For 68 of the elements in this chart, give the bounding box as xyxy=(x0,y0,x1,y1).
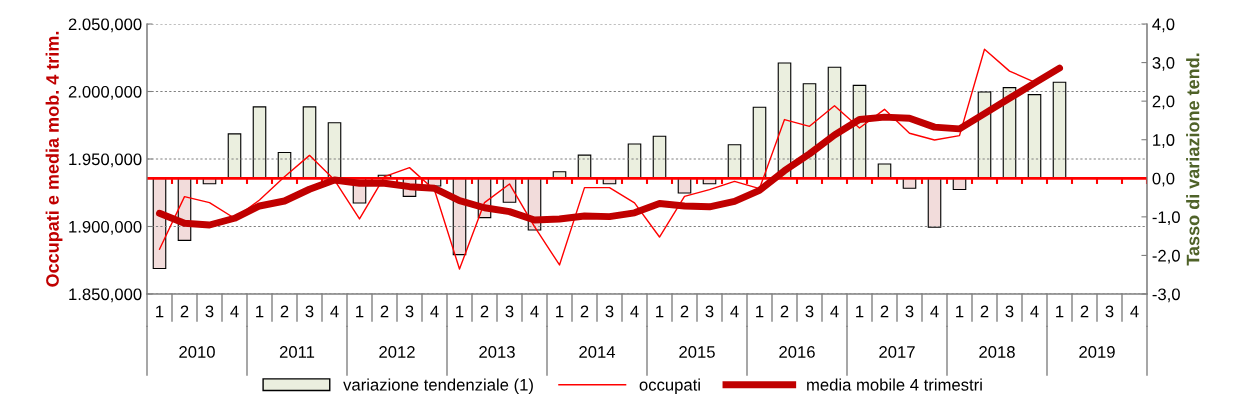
x-tick-label: 3 xyxy=(705,305,714,318)
y2-tick-label: 2,0 xyxy=(1152,95,1175,110)
y2-tick-label: 3,0 xyxy=(1152,56,1175,71)
y2-tick-label: 0,0 xyxy=(1152,172,1175,187)
x-tick-label: 4 xyxy=(530,305,539,318)
x-tick-label: 4 xyxy=(230,305,239,318)
y-tick-label: 1.950,000 xyxy=(69,153,142,168)
x-tick-label: 2 xyxy=(780,305,789,318)
x-tick-label: 2 xyxy=(480,305,489,318)
x-tick-label: 3 xyxy=(905,305,914,318)
x-tick-label: 1 xyxy=(456,305,464,318)
x-tick-label: 2 xyxy=(280,305,289,318)
x-tick-label: 3 xyxy=(405,305,414,318)
text: 2011 xyxy=(279,346,315,358)
x-tick-label: 3 xyxy=(1105,305,1114,318)
legend-label: media mobile 4 trimestri xyxy=(807,378,982,391)
x-tick-label: 2 xyxy=(580,305,589,318)
y2-tick-label: 1,0 xyxy=(1153,134,1175,148)
x-tick-label: 1 xyxy=(356,305,364,318)
y-tick-label: 2.000,000 xyxy=(68,85,142,100)
x-tick-label: 3 xyxy=(805,305,814,318)
y2-axis-title: Tasso di variazione tend. xyxy=(1186,53,1200,266)
y-tick-label: 2.050,000 xyxy=(68,18,142,33)
text: 2012 xyxy=(379,346,415,358)
y2-tick-label: -3,0 xyxy=(1152,288,1180,303)
text: 2016 xyxy=(779,346,815,358)
y-tick-label: 1.900,000 xyxy=(69,220,142,235)
x-tick-label: 3 xyxy=(205,305,214,318)
text: 2018 xyxy=(979,346,1015,358)
x-tick-label: 1 xyxy=(556,305,564,318)
x-tick-label: 2 xyxy=(980,305,989,318)
x-tick-label: 2 xyxy=(880,305,889,318)
y2-tick-label: -2,0 xyxy=(1152,249,1180,264)
text: 2013 xyxy=(479,346,515,358)
text: 2014 xyxy=(579,346,616,358)
x-tick-label: 4 xyxy=(1130,305,1139,318)
text: 2015 xyxy=(679,346,715,358)
y-axis-title: Occupati e media mob. 4 trim. xyxy=(45,31,63,287)
x-tick-label: 3 xyxy=(1005,305,1014,318)
x-tick-label: 4 xyxy=(630,305,639,318)
x-tick-label: 3 xyxy=(505,305,514,318)
legend-label: occupati xyxy=(639,378,700,394)
x-tick-label: 4 xyxy=(330,305,339,318)
x-tick-label: 1 xyxy=(656,305,664,318)
x-tick-label: 2 xyxy=(680,305,689,318)
x-tick-label: 1 xyxy=(1056,305,1064,318)
x-tick-label: 4 xyxy=(730,305,739,318)
y-tick-label: 1.850,000 xyxy=(69,288,142,303)
x-tick-label: 1 xyxy=(856,305,864,318)
x-tick-label: 4 xyxy=(830,305,839,318)
x-tick-label: 2 xyxy=(380,305,389,318)
x-tick-label: 3 xyxy=(305,305,314,318)
text: 2019 xyxy=(1079,346,1115,358)
y2-tick-label: -1,0 xyxy=(1152,211,1180,226)
text: 2010 xyxy=(179,346,215,358)
x-tick-label: 4 xyxy=(930,305,939,318)
x-tick-label: 4 xyxy=(1030,305,1039,318)
x-tick-label: 2 xyxy=(180,305,189,318)
text: 2017 xyxy=(879,346,915,358)
x-tick-label: 1 xyxy=(256,305,264,318)
x-tick-label: 1 xyxy=(156,305,164,318)
x-tick-label: 2 xyxy=(1080,305,1089,318)
y2-tick-label: 4,0 xyxy=(1152,18,1175,33)
x-tick-label: 4 xyxy=(430,305,439,318)
legend-label: variazione tendenziale (1) xyxy=(343,378,533,394)
x-tick-label: 1 xyxy=(756,305,764,318)
x-tick-label: 3 xyxy=(605,305,614,318)
x-tick-label: 1 xyxy=(956,305,964,318)
